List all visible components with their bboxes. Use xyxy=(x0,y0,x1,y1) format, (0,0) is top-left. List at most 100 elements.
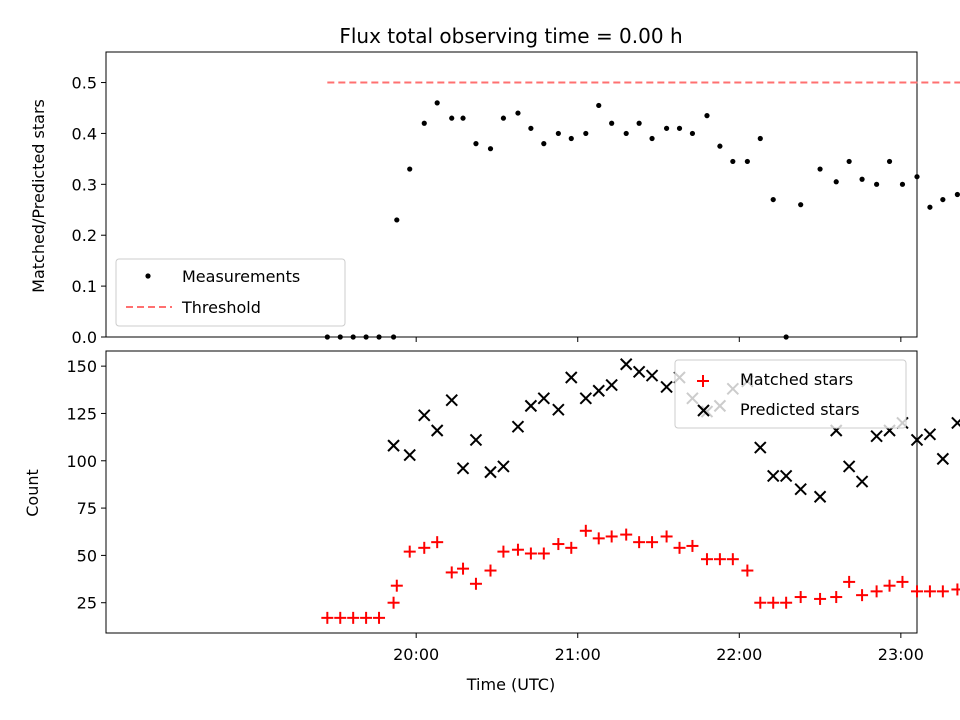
matched-star-point xyxy=(646,536,659,549)
predicted-star-point xyxy=(418,409,431,422)
top-y-tick-label: 0.1 xyxy=(72,277,97,296)
measurement-point xyxy=(528,125,534,131)
bottom-y-ticks: 25 50 75 100 125 150 xyxy=(66,357,106,613)
predicted-star-point xyxy=(855,475,869,488)
measurement-point xyxy=(324,334,330,340)
measurement-point xyxy=(473,141,479,147)
matched-star-point xyxy=(700,553,713,566)
bottom-y-tick-label: 150 xyxy=(66,357,97,376)
matched-star-point xyxy=(552,538,565,551)
x-axis-label: Time (UTC) xyxy=(466,675,555,694)
top-y-tick-label: 0.2 xyxy=(72,226,97,245)
matched-legend-marker xyxy=(697,375,709,387)
predicted-star-point xyxy=(605,378,618,392)
top-axes-frame xyxy=(105,51,918,338)
predicted-star-point xyxy=(870,429,883,443)
predicted-star-point xyxy=(565,371,578,384)
top-y-ticks: 0.0 0.1 0.2 0.3 0.4 0.5 xyxy=(72,74,106,347)
matched-star-point xyxy=(565,541,578,554)
matched-star-point xyxy=(592,532,605,545)
chart-title: Flux total observing time = 0.00 h xyxy=(339,24,682,48)
matched-stars-points xyxy=(321,524,960,624)
measurement-point xyxy=(846,158,852,165)
measurement-point xyxy=(394,217,400,223)
top-y-tick-label: 0.5 xyxy=(72,74,97,93)
bottom-y-axis-label: Count xyxy=(23,469,42,517)
matched-star-point xyxy=(605,530,618,543)
matched-star-point xyxy=(814,592,827,605)
matched-star-point xyxy=(741,564,754,577)
top-panel: 0.0 0.1 0.2 0.3 0.4 0.5 Matched/Predicted sta… xyxy=(29,51,960,347)
matched-star-point xyxy=(445,566,458,579)
predicted-legend-marker xyxy=(697,404,710,417)
measurement-point xyxy=(874,181,880,187)
matched-star-point xyxy=(923,585,936,598)
predicted-star-point xyxy=(645,369,659,382)
measurement-point xyxy=(927,204,933,210)
bottom-y-tick-label: 25 xyxy=(77,594,97,613)
top-x-ticks xyxy=(415,337,902,342)
matched-star-point xyxy=(870,585,883,598)
measurement-point xyxy=(583,130,589,137)
predicted-star-point xyxy=(484,465,497,479)
measurement-point xyxy=(350,334,356,340)
bottom-y-tick-label: 100 xyxy=(66,452,97,471)
predicted-star-point xyxy=(579,392,593,405)
predicted-star-point xyxy=(524,399,538,413)
matched-star-point xyxy=(390,579,403,592)
measurement-point xyxy=(744,158,750,165)
matched-star-point xyxy=(726,553,739,566)
bottom-x-tick-label: 23:00 xyxy=(878,645,924,664)
measurement-point xyxy=(407,166,413,172)
matched-star-point xyxy=(856,589,869,602)
measurement-point xyxy=(434,100,440,106)
matched-star-point xyxy=(484,564,497,577)
bottom-y-tick-label: 125 xyxy=(66,404,97,423)
top-y-tick-label: 0.4 xyxy=(72,124,97,143)
predicted-star-point xyxy=(469,433,483,447)
predicted-star-point xyxy=(936,452,950,466)
matched-star-point xyxy=(830,591,843,604)
predicted-star-point xyxy=(660,380,673,394)
measurements-legend-marker xyxy=(145,273,151,279)
predicted-star-point xyxy=(592,384,605,397)
predicted-star-point xyxy=(779,469,793,483)
predicted-star-point xyxy=(923,428,937,441)
matched-star-point xyxy=(524,547,537,560)
measurement-point xyxy=(899,181,906,187)
matched-star-point xyxy=(360,611,373,624)
matched-star-point xyxy=(403,545,416,558)
matched-star-point xyxy=(620,528,633,541)
matched-star-point xyxy=(387,596,400,609)
measurement-point xyxy=(555,130,561,137)
matched-star-point xyxy=(660,530,673,543)
measurement-point xyxy=(609,120,615,126)
measurement-point xyxy=(730,158,736,165)
predicted-star-point xyxy=(794,482,807,496)
measurement-point xyxy=(833,179,839,185)
measurement-point xyxy=(940,196,946,203)
measurement-point xyxy=(689,130,696,137)
predicted-star-point xyxy=(552,403,565,416)
matched-star-point xyxy=(843,575,856,588)
matched-star-point xyxy=(418,541,431,554)
measurement-point xyxy=(500,115,507,121)
measurement-point xyxy=(676,125,683,131)
measurement-point xyxy=(859,176,865,182)
measurement-point xyxy=(421,120,427,126)
predicted-star-point xyxy=(430,424,444,437)
predicted-star-point xyxy=(511,420,525,433)
measurement-point xyxy=(704,113,710,119)
matched-star-point xyxy=(633,536,646,549)
top-legend-box xyxy=(115,258,346,327)
matched-star-point xyxy=(713,553,726,566)
matched-star-point xyxy=(469,577,482,590)
measurement-point xyxy=(376,334,382,340)
top-legend: Measurements Threshold xyxy=(115,258,346,327)
predicted-star-point xyxy=(767,469,780,483)
predicted-star-point xyxy=(403,448,416,462)
predicted-legend-label: Predicted stars xyxy=(740,400,860,419)
measurement-point xyxy=(817,166,823,172)
measurement-point xyxy=(337,334,343,340)
